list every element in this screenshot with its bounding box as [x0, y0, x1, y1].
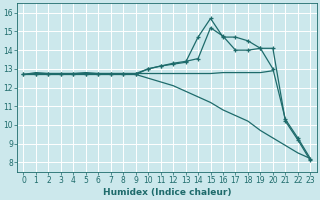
X-axis label: Humidex (Indice chaleur): Humidex (Indice chaleur) [103, 188, 231, 197]
